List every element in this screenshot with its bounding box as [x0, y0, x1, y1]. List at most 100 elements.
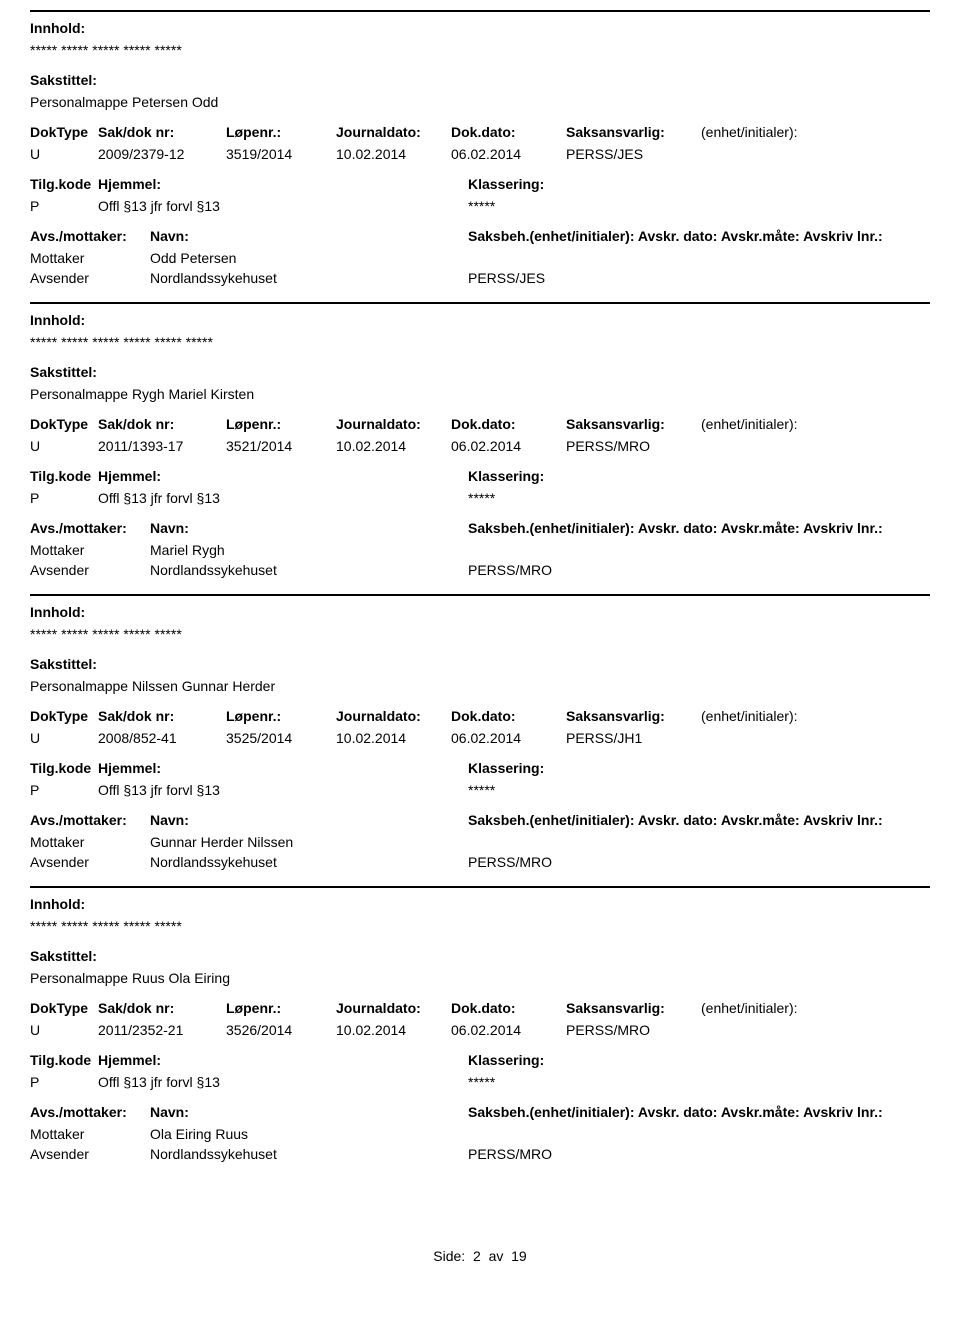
sakstittel-label: Sakstittel:: [30, 364, 930, 380]
sakdok-value: 2009/2379-12: [98, 146, 226, 162]
value-row-2: P Offl §13 jfr forvl §13 *****: [30, 782, 930, 798]
doktype-value: U: [30, 730, 98, 746]
saksansvarlig-label: Saksansvarlig:: [566, 416, 701, 432]
hjemmel-value: Offl §13 jfr forvl §13: [98, 198, 468, 214]
sakdok-label: Sak/dok nr:: [98, 708, 226, 724]
avsender-code: PERSS/MRO: [468, 854, 668, 870]
mottaker-label: Mottaker: [30, 1126, 150, 1142]
hjemmel-value: Offl §13 jfr forvl §13: [98, 1074, 468, 1090]
klassering-value: *****: [468, 198, 668, 214]
saksbeh-line-label: Saksbeh.(enhet/initialer): Avskr. dato: …: [468, 1104, 930, 1120]
saksansvarlig-value: PERSS/MRO: [566, 438, 701, 454]
saksbeh-line-label: Saksbeh.(enhet/initialer): Avskr. dato: …: [468, 228, 930, 244]
journaldato-value: 10.02.2014: [336, 730, 451, 746]
value-row-2: P Offl §13 jfr forvl §13 *****: [30, 490, 930, 506]
innhold-value: ***** ***** ***** ***** *****: [30, 42, 930, 58]
journaldato-label: Journaldato:: [336, 1000, 451, 1016]
mottaker-row: Mottaker Ola Eiring Ruus: [30, 1126, 930, 1142]
header-row-2: Tilg.kode Hjemmel: Klassering:: [30, 176, 930, 192]
tilgkode-value: P: [30, 490, 98, 506]
lopenr-value: 3526/2014: [226, 1022, 336, 1038]
saksansvarlig-label: Saksansvarlig:: [566, 124, 701, 140]
lopenr-value: 3525/2014: [226, 730, 336, 746]
avsender-code: PERSS/JES: [468, 270, 668, 286]
tilgkode-label: Tilg.kode: [30, 760, 98, 776]
avsender-code: PERSS/MRO: [468, 562, 668, 578]
mottaker-label: Mottaker: [30, 834, 150, 850]
journal-record: Innhold: ***** ***** ***** ***** ***** S…: [30, 594, 930, 886]
klassering-label: Klassering:: [468, 468, 668, 484]
innhold-value: ***** ***** ***** ***** ***** *****: [30, 334, 930, 350]
sakdok-label: Sak/dok nr:: [98, 1000, 226, 1016]
value-row-2: P Offl §13 jfr forvl §13 *****: [30, 198, 930, 214]
doktype-value: U: [30, 146, 98, 162]
doktype-label: DokType: [30, 1000, 98, 1016]
hjemmel-value: Offl §13 jfr forvl §13: [98, 490, 468, 506]
journaldato-value: 10.02.2014: [336, 146, 451, 162]
enhetinitialer-label: (enhet/initialer):: [701, 416, 851, 432]
mottaker-row: Mottaker Gunnar Herder Nilssen: [30, 834, 930, 850]
doktype-value: U: [30, 438, 98, 454]
dokdato-label: Dok.dato:: [451, 416, 566, 432]
avsender-row: Avsender Nordlandssykehuset PERSS/MRO: [30, 1146, 930, 1162]
avsender-navn: Nordlandssykehuset: [150, 270, 468, 286]
header-row-3: Avs./mottaker: Navn: Saksbeh.(enhet/init…: [30, 520, 930, 536]
page-current: 2: [473, 1248, 481, 1264]
enhetinitialer-label: (enhet/initialer):: [701, 124, 851, 140]
mottaker-navn: Mariel Rygh: [150, 542, 468, 558]
lopenr-value: 3521/2014: [226, 438, 336, 454]
mottaker-label: Mottaker: [30, 250, 150, 266]
value-row-1: U 2009/2379-12 3519/2014 10.02.2014 06.0…: [30, 146, 930, 162]
enhetinitialer-label: (enhet/initialer):: [701, 1000, 851, 1016]
dokdato-value: 06.02.2014: [451, 438, 566, 454]
doktype-label: DokType: [30, 416, 98, 432]
saksansvarlig-value: PERSS/MRO: [566, 1022, 701, 1038]
hjemmel-label: Hjemmel:: [98, 760, 468, 776]
avsender-navn: Nordlandssykehuset: [150, 1146, 468, 1162]
sakstittel-label: Sakstittel:: [30, 656, 930, 672]
klassering-label: Klassering:: [468, 176, 668, 192]
mottaker-code: [468, 250, 668, 266]
sakdok-label: Sak/dok nr:: [98, 124, 226, 140]
mottaker-navn: Odd Petersen: [150, 250, 468, 266]
lopenr-label: Løpenr.:: [226, 1000, 336, 1016]
avsender-row: Avsender Nordlandssykehuset PERSS/JES: [30, 270, 930, 286]
hjemmel-label: Hjemmel:: [98, 176, 468, 192]
navn-label: Navn:: [150, 812, 468, 828]
dokdato-value: 06.02.2014: [451, 730, 566, 746]
journaldato-value: 10.02.2014: [336, 438, 451, 454]
sakstittel-value: Personalmappe Rygh Mariel Kirsten: [30, 386, 930, 402]
tilgkode-value: P: [30, 198, 98, 214]
klassering-label: Klassering:: [468, 760, 668, 776]
klassering-label: Klassering:: [468, 1052, 668, 1068]
journal-record: Innhold: ***** ***** ***** ***** ***** *…: [30, 302, 930, 594]
innhold-value: ***** ***** ***** ***** *****: [30, 918, 930, 934]
header-row-1: DokType Sak/dok nr: Løpenr.: Journaldato…: [30, 1000, 930, 1016]
mottaker-row: Mottaker Mariel Rygh: [30, 542, 930, 558]
lopenr-value: 3519/2014: [226, 146, 336, 162]
avsmottaker-label: Avs./mottaker:: [30, 812, 150, 828]
dokdato-label: Dok.dato:: [451, 708, 566, 724]
journaldato-label: Journaldato:: [336, 708, 451, 724]
header-row-2: Tilg.kode Hjemmel: Klassering:: [30, 1052, 930, 1068]
journaldato-value: 10.02.2014: [336, 1022, 451, 1038]
navn-label: Navn:: [150, 228, 468, 244]
mottaker-code: [468, 834, 668, 850]
doktype-label: DokType: [30, 708, 98, 724]
sakstittel-value: Personalmappe Ruus Ola Eiring: [30, 970, 930, 986]
avsender-label: Avsender: [30, 562, 150, 578]
avsmottaker-label: Avs./mottaker:: [30, 520, 150, 536]
tilgkode-label: Tilg.kode: [30, 468, 98, 484]
mottaker-row: Mottaker Odd Petersen: [30, 250, 930, 266]
journaldato-label: Journaldato:: [336, 124, 451, 140]
lopenr-label: Løpenr.:: [226, 124, 336, 140]
dokdato-label: Dok.dato:: [451, 124, 566, 140]
innhold-label: Innhold:: [30, 604, 930, 620]
tilgkode-value: P: [30, 1074, 98, 1090]
mottaker-label: Mottaker: [30, 542, 150, 558]
mottaker-navn: Gunnar Herder Nilssen: [150, 834, 468, 850]
header-row-1: DokType Sak/dok nr: Løpenr.: Journaldato…: [30, 708, 930, 724]
avsender-label: Avsender: [30, 854, 150, 870]
saksansvarlig-label: Saksansvarlig:: [566, 708, 701, 724]
journal-record: Innhold: ***** ***** ***** ***** ***** S…: [30, 886, 930, 1178]
